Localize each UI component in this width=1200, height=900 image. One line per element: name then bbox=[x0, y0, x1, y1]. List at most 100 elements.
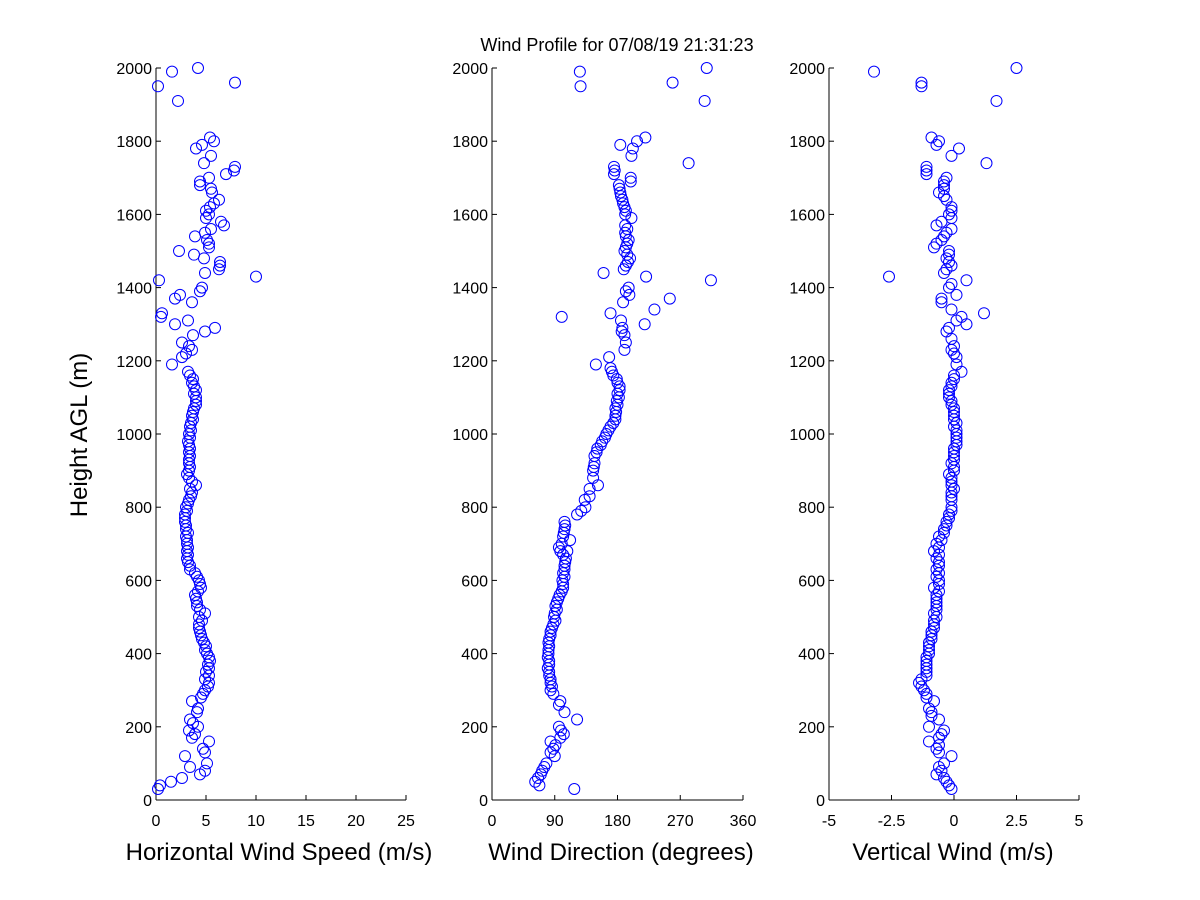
data-point bbox=[203, 208, 215, 221]
data-point bbox=[639, 131, 652, 144]
x-tick-label: 2.5 bbox=[1005, 813, 1027, 830]
data-point bbox=[930, 552, 943, 565]
data-point bbox=[923, 720, 935, 733]
data-point bbox=[925, 629, 938, 642]
data-point bbox=[920, 164, 933, 177]
data-point bbox=[930, 596, 943, 609]
data-point bbox=[196, 138, 208, 151]
data-point bbox=[182, 314, 194, 327]
data-point bbox=[638, 318, 651, 331]
data-point bbox=[928, 241, 940, 254]
y-tick-label: 800 bbox=[125, 500, 152, 517]
x-tick-label: 20 bbox=[347, 813, 365, 830]
data-point bbox=[176, 772, 188, 785]
data-point bbox=[199, 266, 211, 279]
data-point bbox=[176, 336, 188, 349]
data-point bbox=[920, 168, 933, 181]
y-tick-label: 1400 bbox=[452, 281, 488, 298]
y-tick-label: 1400 bbox=[789, 281, 825, 298]
data-point bbox=[197, 742, 209, 755]
data-point bbox=[935, 296, 948, 309]
data-point bbox=[568, 783, 581, 796]
data-point bbox=[933, 746, 945, 759]
data-point bbox=[182, 365, 194, 378]
data-point bbox=[604, 307, 617, 320]
y-tick-label: 2000 bbox=[789, 61, 825, 78]
direction-x-axis-label: Wind Direction (degrees) bbox=[488, 839, 753, 866]
data-point bbox=[925, 706, 938, 719]
data-point bbox=[915, 80, 928, 93]
data-point bbox=[940, 775, 953, 788]
data-point bbox=[156, 307, 168, 320]
y-tick-label: 2000 bbox=[452, 61, 488, 78]
data-point bbox=[165, 775, 177, 788]
data-point bbox=[624, 171, 637, 184]
data-point bbox=[868, 65, 880, 78]
y-tick-label: 1000 bbox=[789, 427, 825, 444]
data-point bbox=[1010, 62, 1023, 74]
data-point bbox=[575, 504, 588, 517]
data-point bbox=[943, 208, 955, 221]
data-point bbox=[208, 135, 220, 148]
data-point bbox=[945, 471, 958, 484]
data-point bbox=[564, 534, 577, 547]
data-point bbox=[950, 417, 963, 430]
data-point bbox=[945, 303, 958, 316]
data-point bbox=[980, 157, 993, 170]
data-point bbox=[943, 384, 955, 397]
data-point bbox=[920, 654, 933, 667]
x-tick-label: 0 bbox=[488, 813, 497, 830]
data-point bbox=[943, 508, 955, 521]
data-point bbox=[928, 614, 940, 627]
figure-title: Wind Profile for 07/08/19 21:31:23 bbox=[480, 35, 753, 55]
data-point bbox=[625, 149, 638, 162]
data-point bbox=[945, 493, 958, 506]
data-point bbox=[943, 321, 955, 334]
x-tick-label: 90 bbox=[546, 813, 564, 830]
data-point bbox=[948, 402, 960, 415]
data-point bbox=[960, 318, 973, 331]
data-point bbox=[203, 171, 215, 184]
data-point bbox=[204, 131, 216, 144]
data-point bbox=[948, 446, 960, 459]
data-point bbox=[579, 501, 592, 514]
y-tick-label: 2000 bbox=[116, 61, 152, 78]
data-point bbox=[938, 266, 950, 279]
y-tick-label: 1800 bbox=[789, 134, 825, 151]
data-point bbox=[166, 358, 178, 371]
data-point bbox=[920, 691, 933, 704]
x-tick-label: 10 bbox=[247, 813, 265, 830]
data-point bbox=[205, 223, 217, 236]
data-point bbox=[945, 277, 958, 290]
data-point bbox=[186, 343, 198, 356]
data-point bbox=[608, 164, 621, 177]
data-point bbox=[943, 245, 955, 257]
data-point bbox=[187, 717, 199, 730]
data-point bbox=[201, 234, 213, 247]
y-tick-label: 1600 bbox=[789, 207, 825, 224]
y-tick-label: 1200 bbox=[452, 354, 488, 371]
data-point bbox=[938, 526, 950, 539]
x-tick-label: -5 bbox=[822, 813, 836, 830]
y-tick-label: 600 bbox=[461, 573, 488, 590]
data-point bbox=[943, 512, 955, 525]
data-point bbox=[152, 80, 164, 93]
data-point bbox=[184, 563, 196, 576]
data-point bbox=[945, 395, 958, 408]
data-point bbox=[190, 142, 202, 155]
data-point bbox=[213, 193, 225, 206]
data-point bbox=[220, 168, 232, 181]
data-point bbox=[945, 398, 958, 411]
data-point bbox=[925, 625, 938, 638]
data-point bbox=[176, 351, 188, 364]
data-point bbox=[589, 358, 602, 371]
data-point bbox=[935, 728, 948, 741]
data-point bbox=[622, 281, 635, 294]
data-point bbox=[229, 76, 241, 89]
data-point bbox=[154, 779, 166, 792]
data-point bbox=[204, 201, 216, 214]
data-point bbox=[945, 475, 958, 488]
data-point bbox=[883, 270, 895, 283]
data-point bbox=[935, 292, 948, 305]
